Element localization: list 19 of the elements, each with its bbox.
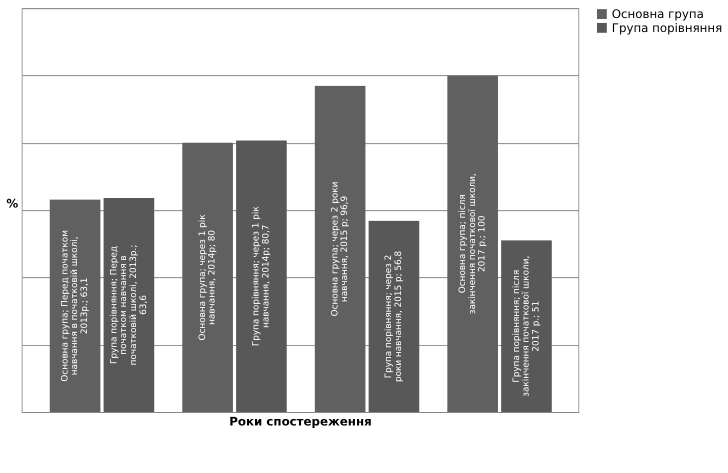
data-label: Основна група; Перед початком навчання в початковій школі, 2013р.; 63,1	[60, 230, 90, 382]
bar	[236, 140, 287, 412]
legend-label: Група порівняння	[612, 20, 722, 35]
bar	[368, 220, 420, 412]
data-label: Основна група; після закінчення початкової школи, 2017 р.; 100	[458, 173, 488, 314]
data-label: Група порівняння; після закінчення початкової школи, 2017 р.; 51	[512, 256, 542, 397]
bar	[447, 75, 498, 412]
bar	[50, 200, 100, 412]
bar	[314, 86, 366, 412]
bar	[104, 198, 154, 412]
data-label: Група порівняння; через 1 рік навчання, 2014р; 80,7	[252, 206, 272, 346]
y-axis-title: %	[6, 196, 18, 211]
data-label: Група порівняння; через 2 роки навчання, 2015 р; 56,8	[384, 250, 404, 382]
data-label: Група порівняння; Перед початком навчання в початковій школі, 2013р.; 63,6	[109, 244, 149, 366]
legend-label: Основна група	[612, 7, 704, 22]
data-label: Основна група; через 2 роки навчання, 2015 р; 96,9	[330, 182, 350, 316]
bar	[501, 240, 552, 412]
x-axis-title: Роки спостереження	[229, 414, 372, 428]
bar	[182, 142, 233, 412]
